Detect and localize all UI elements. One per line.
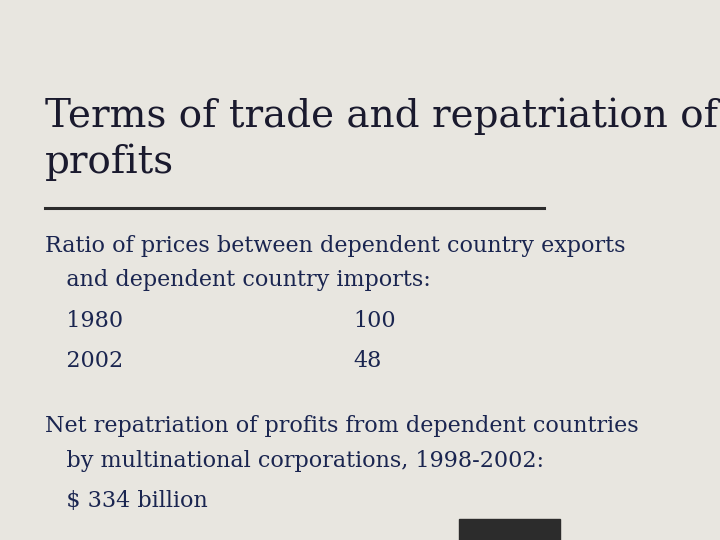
Text: Terms of trade and repatriation of
profits: Terms of trade and repatriation of profi…: [45, 97, 718, 181]
Text: $ 334 billion: $ 334 billion: [45, 490, 207, 512]
Text: 1980: 1980: [45, 310, 123, 332]
Text: Ratio of prices between dependent country exports: Ratio of prices between dependent countr…: [45, 235, 626, 257]
Text: Net repatriation of profits from dependent countries: Net repatriation of profits from depende…: [45, 415, 639, 437]
Bar: [459, 519, 560, 540]
Text: 48: 48: [353, 350, 382, 372]
Text: 100: 100: [353, 310, 396, 332]
Text: 2002: 2002: [45, 350, 123, 372]
Text: and dependent country imports:: and dependent country imports:: [45, 269, 431, 291]
Text: by multinational corporations, 1998-2002:: by multinational corporations, 1998-2002…: [45, 449, 544, 471]
